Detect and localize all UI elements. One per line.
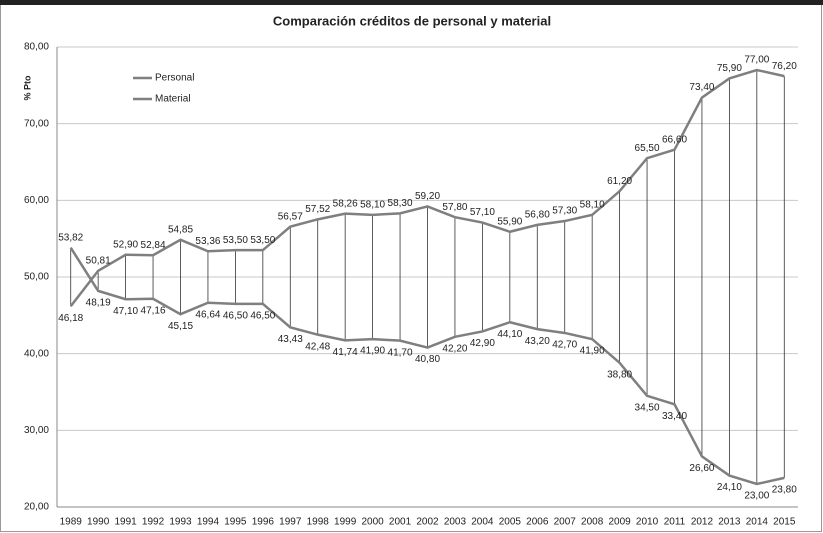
data-label: 61,20 bbox=[607, 176, 632, 187]
data-label: 44,10 bbox=[497, 329, 522, 340]
data-label: 41,90 bbox=[360, 346, 385, 357]
data-label: 46,64 bbox=[195, 309, 220, 320]
data-label: 57,10 bbox=[470, 207, 495, 218]
x-tick-label: 1991 bbox=[114, 517, 137, 528]
x-tick-label: 1998 bbox=[307, 517, 330, 528]
x-tick-label: 2005 bbox=[499, 517, 522, 528]
data-label: 24,10 bbox=[717, 482, 742, 493]
data-label: 42,90 bbox=[470, 338, 495, 349]
data-label: 46,18 bbox=[58, 313, 83, 324]
x-tick-label: 2011 bbox=[664, 517, 686, 528]
data-label: 43,43 bbox=[278, 334, 303, 345]
data-label: 34,50 bbox=[635, 402, 660, 413]
data-label: 66,60 bbox=[662, 134, 687, 145]
chart-title: Comparación créditos de personal y mater… bbox=[273, 13, 551, 28]
data-label: 42,70 bbox=[552, 340, 577, 351]
data-label: 65,50 bbox=[635, 143, 660, 154]
data-label: 53,82 bbox=[58, 232, 83, 243]
x-tick-label: 1997 bbox=[279, 517, 302, 528]
y-axis-label: % Pto bbox=[22, 75, 32, 101]
x-tick-label: 2000 bbox=[361, 517, 384, 528]
data-label: 56,57 bbox=[278, 211, 303, 222]
data-label: 53,36 bbox=[195, 236, 220, 247]
x-tick-label: 2001 bbox=[389, 517, 412, 528]
data-label: 58,10 bbox=[580, 200, 605, 211]
data-label: 54,85 bbox=[168, 224, 193, 235]
data-label: 76,20 bbox=[772, 61, 797, 72]
data-label: 59,20 bbox=[415, 191, 440, 202]
x-tick-label: 2010 bbox=[636, 517, 659, 528]
x-tick-label: 1989 bbox=[60, 517, 83, 528]
y-tick-label: 20,00 bbox=[24, 502, 49, 513]
data-label: 57,30 bbox=[552, 206, 577, 217]
data-label: 33,40 bbox=[662, 411, 687, 422]
data-label: 23,80 bbox=[772, 485, 797, 496]
x-tick-label: 1994 bbox=[197, 517, 220, 528]
x-tick-label: 2014 bbox=[746, 517, 769, 528]
data-label: 46,50 bbox=[250, 310, 275, 321]
x-tick-label: 1992 bbox=[142, 517, 165, 528]
data-label: 52,84 bbox=[141, 240, 166, 251]
data-label: 75,90 bbox=[717, 63, 742, 74]
data-label: 77,00 bbox=[744, 55, 769, 66]
data-label: 41,90 bbox=[580, 346, 605, 357]
x-tick-label: 2013 bbox=[718, 517, 741, 528]
x-tick-label: 2006 bbox=[526, 517, 549, 528]
data-label: 50,81 bbox=[86, 255, 111, 266]
data-label: 57,52 bbox=[305, 204, 330, 215]
data-label: 42,20 bbox=[442, 343, 467, 354]
legend-label: Material bbox=[155, 94, 191, 105]
y-tick-label: 70,00 bbox=[24, 118, 49, 129]
data-label: 58,26 bbox=[333, 198, 358, 209]
legend-label: Personal bbox=[155, 73, 194, 84]
data-label: 47,10 bbox=[113, 306, 138, 317]
data-label: 55,90 bbox=[497, 216, 522, 227]
series-line bbox=[69, 68, 785, 308]
data-label: 52,90 bbox=[113, 239, 138, 250]
series-line bbox=[69, 247, 785, 486]
data-label: 47,16 bbox=[141, 305, 166, 316]
x-tick-label: 1995 bbox=[224, 517, 247, 528]
data-label: 23,00 bbox=[744, 491, 769, 502]
y-tick-label: 50,00 bbox=[24, 272, 49, 283]
x-tick-label: 1990 bbox=[87, 517, 110, 528]
data-label: 58,10 bbox=[360, 200, 385, 211]
top-bar bbox=[0, 0, 823, 5]
y-tick-label: 80,00 bbox=[24, 42, 49, 53]
y-tick-label: 60,00 bbox=[24, 195, 49, 206]
x-tick-label: 2003 bbox=[444, 517, 467, 528]
x-tick-label: 2015 bbox=[773, 517, 796, 528]
x-tick-label: 2007 bbox=[554, 517, 577, 528]
data-label: 41,74 bbox=[333, 347, 358, 358]
data-label: 38,80 bbox=[607, 370, 632, 381]
data-label: 46,50 bbox=[223, 310, 248, 321]
data-label: 57,80 bbox=[442, 202, 467, 213]
data-label: 45,15 bbox=[168, 321, 193, 332]
x-tick-label: 1993 bbox=[169, 517, 192, 528]
data-label: 73,40 bbox=[689, 82, 714, 93]
data-label: 42,48 bbox=[305, 341, 330, 352]
x-tick-label: 2004 bbox=[471, 517, 494, 528]
x-tick-label: 2012 bbox=[691, 517, 714, 528]
x-tick-label: 1996 bbox=[252, 517, 275, 528]
data-label: 53,50 bbox=[223, 235, 248, 246]
x-tick-label: 2009 bbox=[608, 517, 631, 528]
data-label: 41,70 bbox=[388, 347, 413, 358]
data-label: 26,60 bbox=[689, 463, 714, 474]
data-label: 40,80 bbox=[415, 354, 440, 365]
x-tick-label: 2008 bbox=[581, 517, 604, 528]
y-tick-label: 30,00 bbox=[24, 425, 49, 436]
data-label: 58,30 bbox=[388, 198, 413, 209]
x-tick-label: 2002 bbox=[416, 517, 439, 528]
data-label: 48,19 bbox=[86, 298, 111, 309]
data-label: 56,80 bbox=[525, 210, 550, 221]
y-tick-label: 40,00 bbox=[24, 348, 49, 359]
x-tick-label: 1999 bbox=[334, 517, 357, 528]
data-label: 53,50 bbox=[250, 235, 275, 246]
data-label: 43,20 bbox=[525, 336, 550, 347]
